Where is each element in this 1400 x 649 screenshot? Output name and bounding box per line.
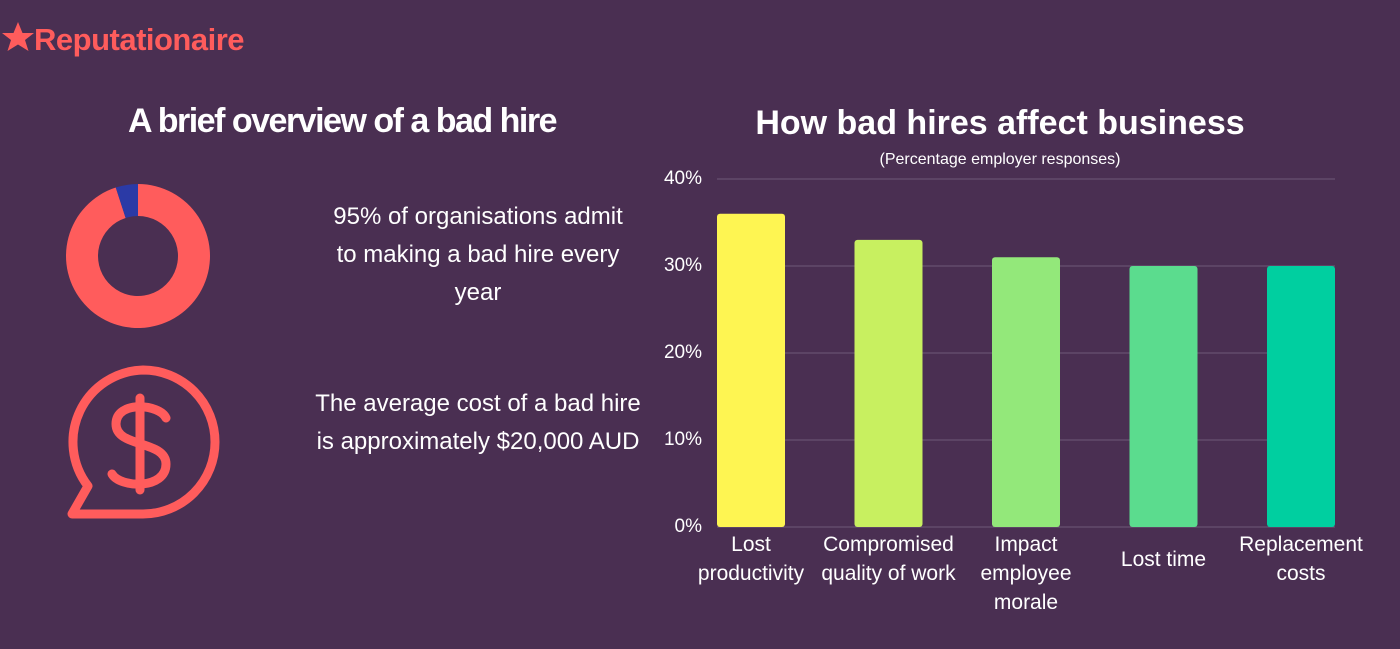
x-tick-label: Replacement costs — [1239, 533, 1363, 585]
y-tick-label: 30% — [663, 255, 702, 276]
chart-title: How bad hires affect business — [755, 104, 1245, 142]
dollar-icon — [67, 365, 220, 519]
x-tick-label: Lost productivity — [697, 533, 805, 585]
donut-slice — [115, 184, 138, 218]
x-tick-label: Compromised quality of work — [821, 533, 956, 585]
x-tick-label: Lost time — [1120, 547, 1207, 571]
bar — [1129, 266, 1198, 527]
chart-subtitle: (Percentage employer responses) — [879, 151, 1121, 168]
section-title: A brief overview of a bad hire — [128, 102, 557, 140]
fact-text: 95% of organisations admit to making a b… — [333, 203, 623, 306]
bar — [854, 239, 923, 527]
y-tick-label: 10% — [663, 429, 702, 450]
logo-text: Reputationaire — [34, 22, 245, 57]
bar — [1267, 266, 1335, 527]
bar — [992, 257, 1060, 527]
y-tick-label: 40% — [663, 168, 702, 189]
y-tick-label: 0% — [674, 516, 702, 537]
bar — [717, 213, 785, 528]
fact-text: The average cost of a bad hire is approx… — [315, 390, 641, 455]
logo-star — [2, 22, 34, 51]
x-tick-label: Impact employee morale — [980, 533, 1072, 614]
y-tick-label: 20% — [663, 342, 702, 363]
donut-slice — [66, 184, 211, 329]
